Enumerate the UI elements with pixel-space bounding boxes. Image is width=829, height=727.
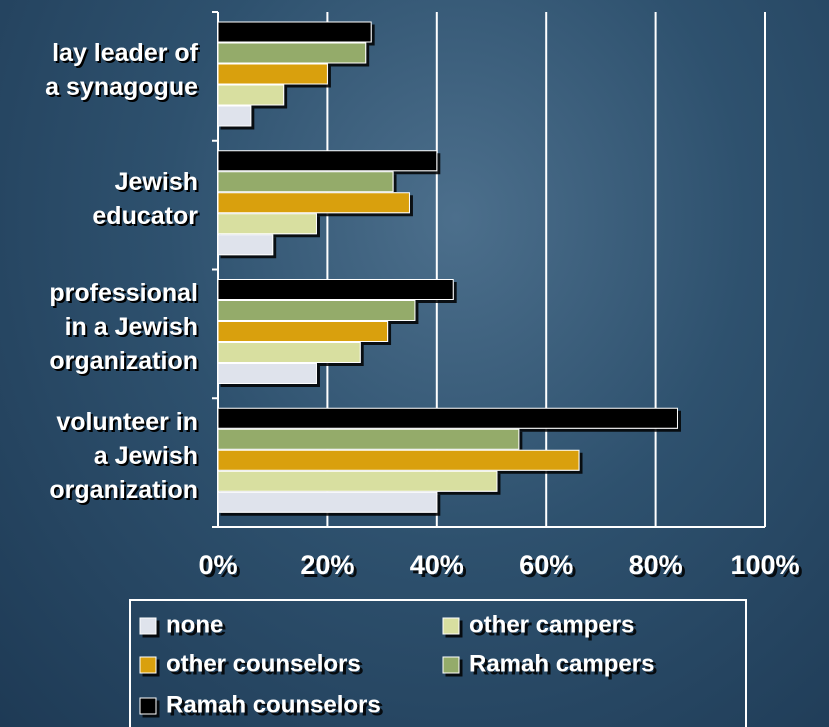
x-tick-label: 100%	[730, 550, 799, 580]
x-tick-label: 20%	[300, 550, 354, 580]
legend-swatch	[139, 697, 157, 715]
y-tick-label: volunteer in a Jewish organization	[49, 408, 198, 505]
legend-swatch	[442, 617, 460, 635]
bar	[217, 300, 416, 321]
legend-label: Ramah campers	[469, 650, 654, 677]
legend-swatch	[139, 656, 157, 674]
x-tick-label: 80%	[629, 550, 683, 580]
legend-label: Ramah counselors	[166, 691, 381, 718]
bar	[217, 491, 438, 513]
y-tick-label: lay leader of a synagogue	[45, 38, 198, 101]
bar	[217, 63, 328, 85]
bar	[217, 428, 520, 450]
x-tick-label: 0%	[198, 550, 237, 580]
bar	[217, 342, 361, 363]
bar	[217, 321, 389, 342]
x-tick-label: 60%	[519, 550, 573, 580]
bar	[217, 42, 367, 64]
legend-swatch	[442, 656, 460, 674]
legend-label: other counselors	[166, 650, 361, 677]
bar	[217, 407, 678, 429]
bar	[217, 363, 317, 384]
bar	[217, 192, 410, 214]
y-tick-label: Jewish educator	[92, 167, 198, 230]
bar	[217, 449, 580, 471]
bar	[217, 171, 394, 193]
y-tick-label: professional in a Jewish organization	[49, 279, 198, 376]
legend-box	[129, 599, 747, 727]
bar	[217, 234, 274, 256]
legend-label: none	[166, 611, 223, 638]
x-tick-label: 40%	[410, 550, 464, 580]
bar	[217, 21, 372, 43]
bar	[217, 84, 285, 106]
bar	[217, 279, 454, 300]
bars	[217, 21, 678, 513]
bar	[217, 470, 498, 492]
bar	[217, 105, 252, 127]
legend-label: other campers	[469, 611, 634, 638]
bar	[217, 150, 438, 172]
legend-swatch	[139, 617, 157, 635]
bar	[217, 213, 317, 235]
